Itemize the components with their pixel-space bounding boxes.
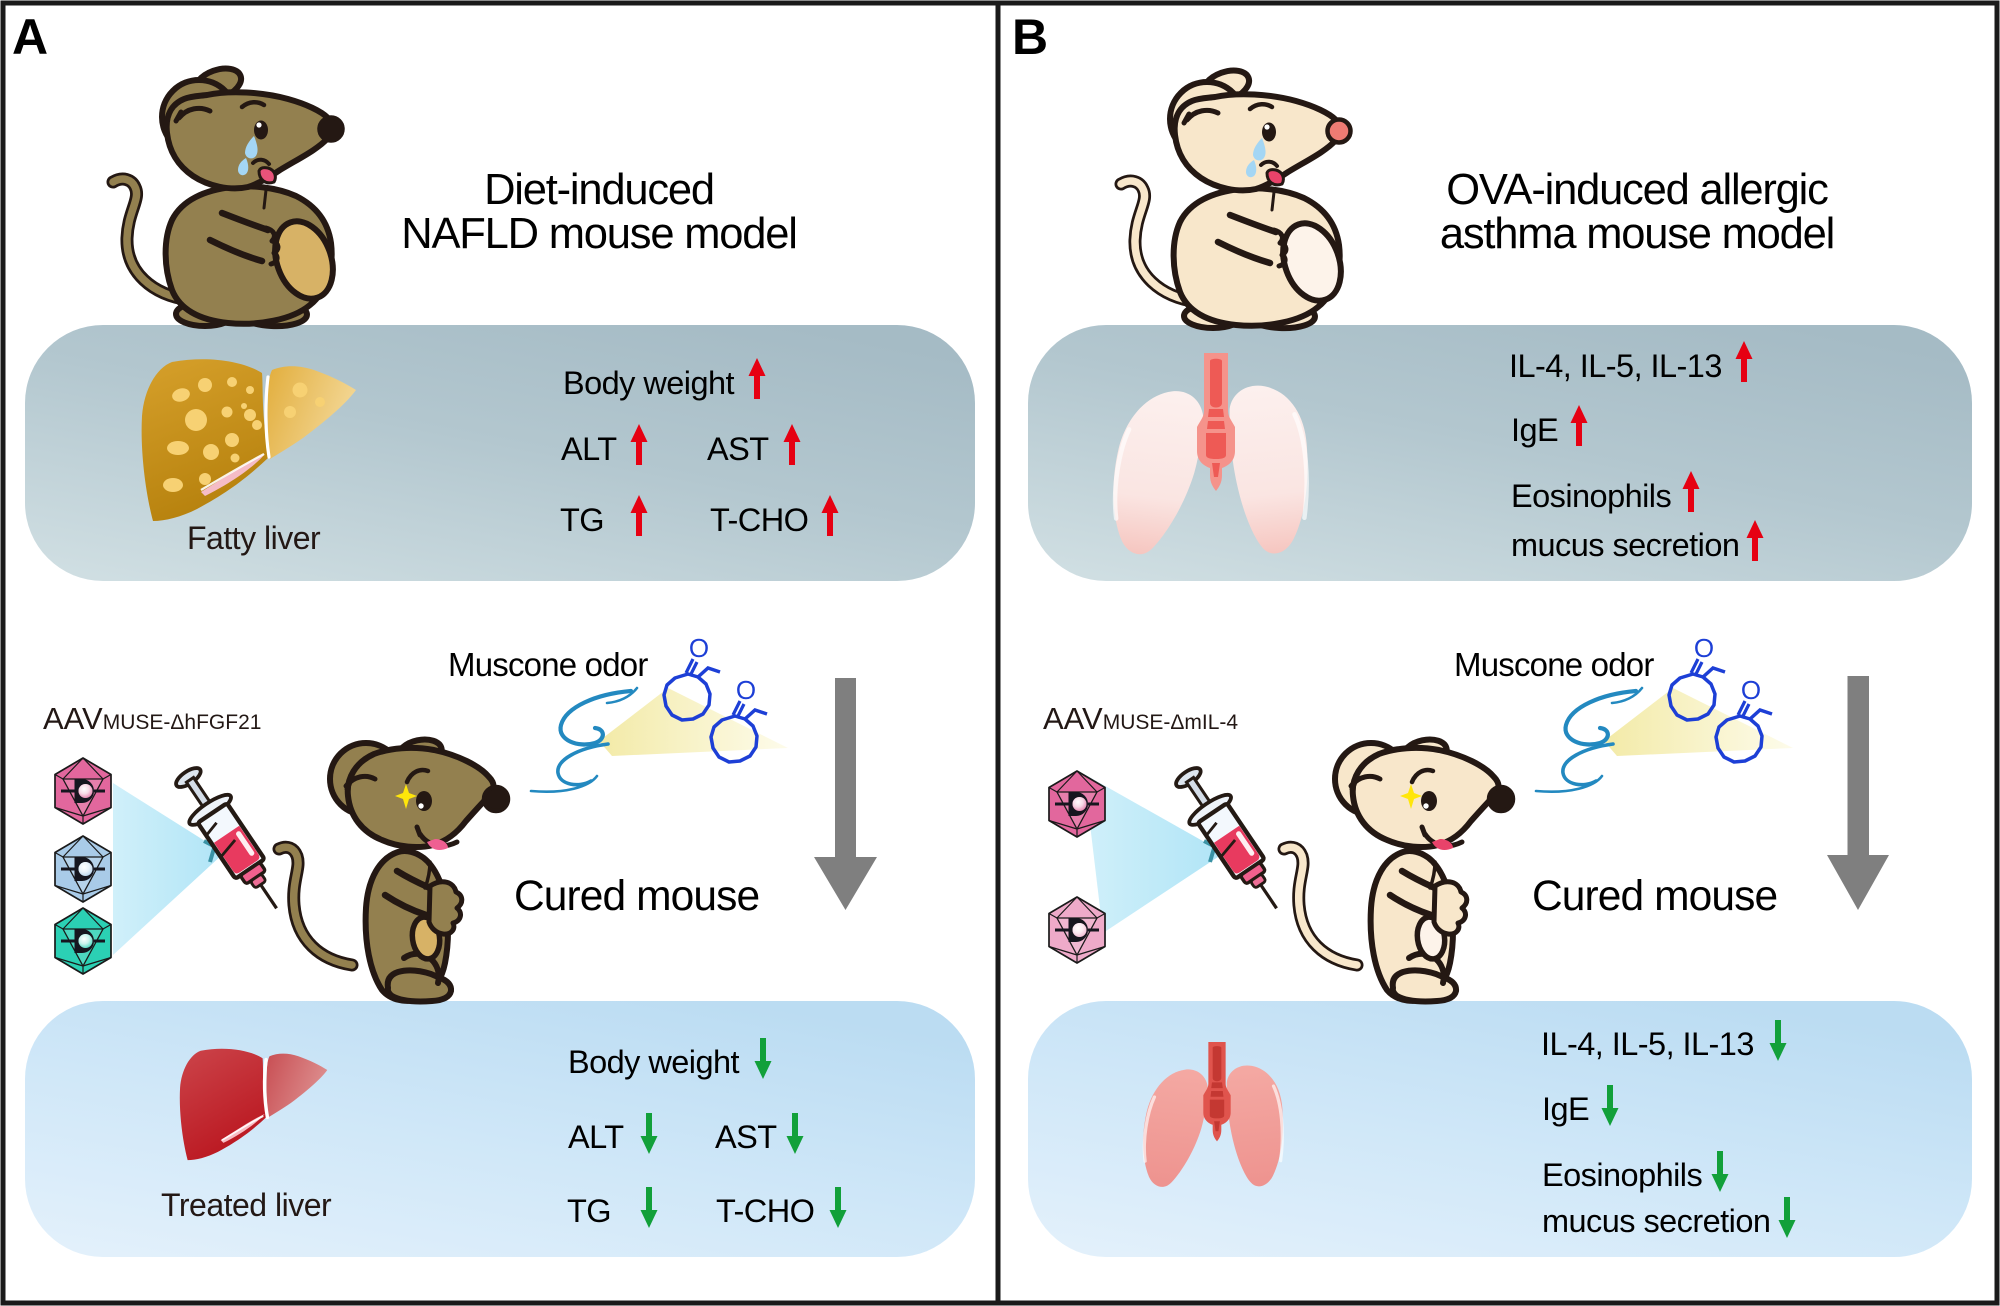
svg-text:OVA-induced allergic: OVA-induced allergic (1446, 166, 1828, 214)
svg-text:Eosinophils: Eosinophils (1511, 478, 1671, 514)
svg-text:mucus secretion: mucus secretion (1511, 527, 1739, 563)
svg-text:Diet-induced: Diet-induced (484, 166, 714, 214)
svg-text:Cured mouse: Cured mouse (514, 873, 759, 920)
svg-text:Cured mouse: Cured mouse (1532, 873, 1777, 920)
svg-text:Body weight: Body weight (568, 1044, 740, 1080)
svg-text:AST: AST (715, 1119, 777, 1155)
svg-text:Treated liver: Treated liver (161, 1187, 332, 1223)
svg-text:B: B (1012, 9, 1048, 65)
svg-text:asthma mouse model: asthma mouse model (1440, 210, 1834, 258)
svg-text:Eosinophils: Eosinophils (1542, 1157, 1702, 1193)
svg-text:IgE: IgE (1542, 1091, 1589, 1127)
svg-text:Muscone odor: Muscone odor (1454, 646, 1654, 683)
svg-text:A: A (12, 9, 48, 65)
svg-text:NAFLD mouse model: NAFLD mouse model (401, 210, 796, 258)
svg-text:IL-4, IL-5, IL-13: IL-4, IL-5, IL-13 (1509, 348, 1722, 384)
svg-text:ALT: ALT (568, 1119, 624, 1155)
svg-text:AST: AST (707, 431, 769, 467)
svg-text:TG: TG (567, 1193, 611, 1229)
svg-text:mucus secretion: mucus secretion (1542, 1203, 1770, 1239)
svg-text:TG: TG (560, 502, 604, 538)
svg-text:IgE: IgE (1511, 412, 1558, 448)
svg-text:Fatty liver: Fatty liver (187, 520, 321, 556)
svg-text:Body weight: Body weight (563, 365, 735, 401)
svg-text:IL-4, IL-5, IL-13: IL-4, IL-5, IL-13 (1541, 1026, 1754, 1062)
svg-text:T-CHO: T-CHO (710, 502, 808, 538)
svg-text:T-CHO: T-CHO (716, 1193, 814, 1229)
svg-text:ALT: ALT (561, 431, 617, 467)
svg-text:Muscone odor: Muscone odor (448, 646, 648, 683)
